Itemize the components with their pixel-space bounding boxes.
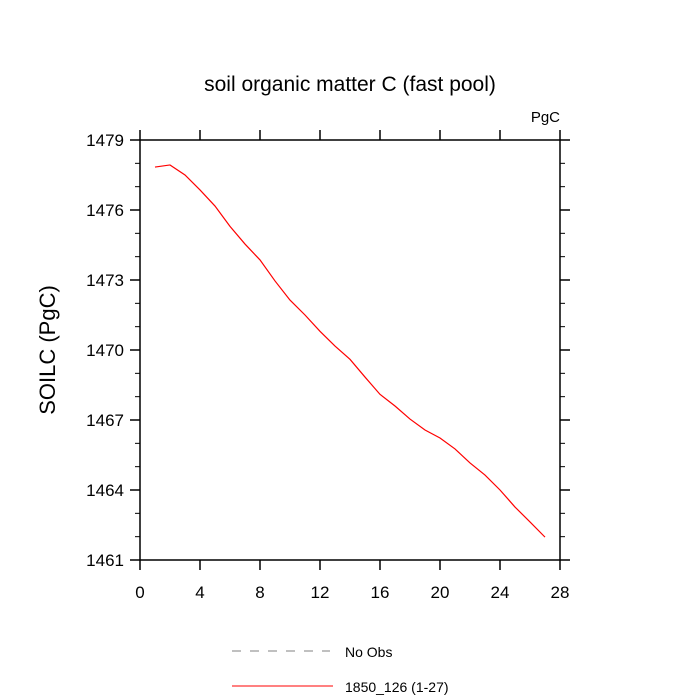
y-axis-label: SOILC (PgC): [35, 285, 60, 415]
series-line-1850-126: [154, 164, 546, 538]
y-tick-label: 1464: [86, 481, 124, 500]
x-tick-label: 28: [551, 583, 570, 602]
y-tick-label: 1461: [86, 551, 124, 570]
plot-frame: [139, 139, 561, 561]
y-tick-label: 1476: [86, 201, 124, 220]
x-tick-label: 8: [255, 583, 264, 602]
y-tick-label: 1473: [86, 271, 124, 290]
x-tick-label: 24: [491, 583, 510, 602]
legend: No Obs 1850_126 (1-27): [232, 644, 449, 695]
x-tick-label: 12: [311, 583, 330, 602]
y-tick-label: 1470: [86, 341, 124, 360]
chart-title: soil organic matter C (fast pool): [204, 73, 496, 96]
y-tick-label: 1479: [86, 131, 124, 150]
units-label: PgC: [531, 109, 560, 126]
x-tick-label: 16: [371, 583, 390, 602]
legend-label-1850-126: 1850_126 (1-27): [345, 679, 449, 695]
x-tick-label: 20: [431, 583, 450, 602]
x-tick-label: 0: [135, 583, 144, 602]
x-tick-label: 4: [195, 583, 204, 602]
y-tick-label: 1467: [86, 411, 124, 430]
legend-label-no-obs: No Obs: [345, 644, 392, 660]
